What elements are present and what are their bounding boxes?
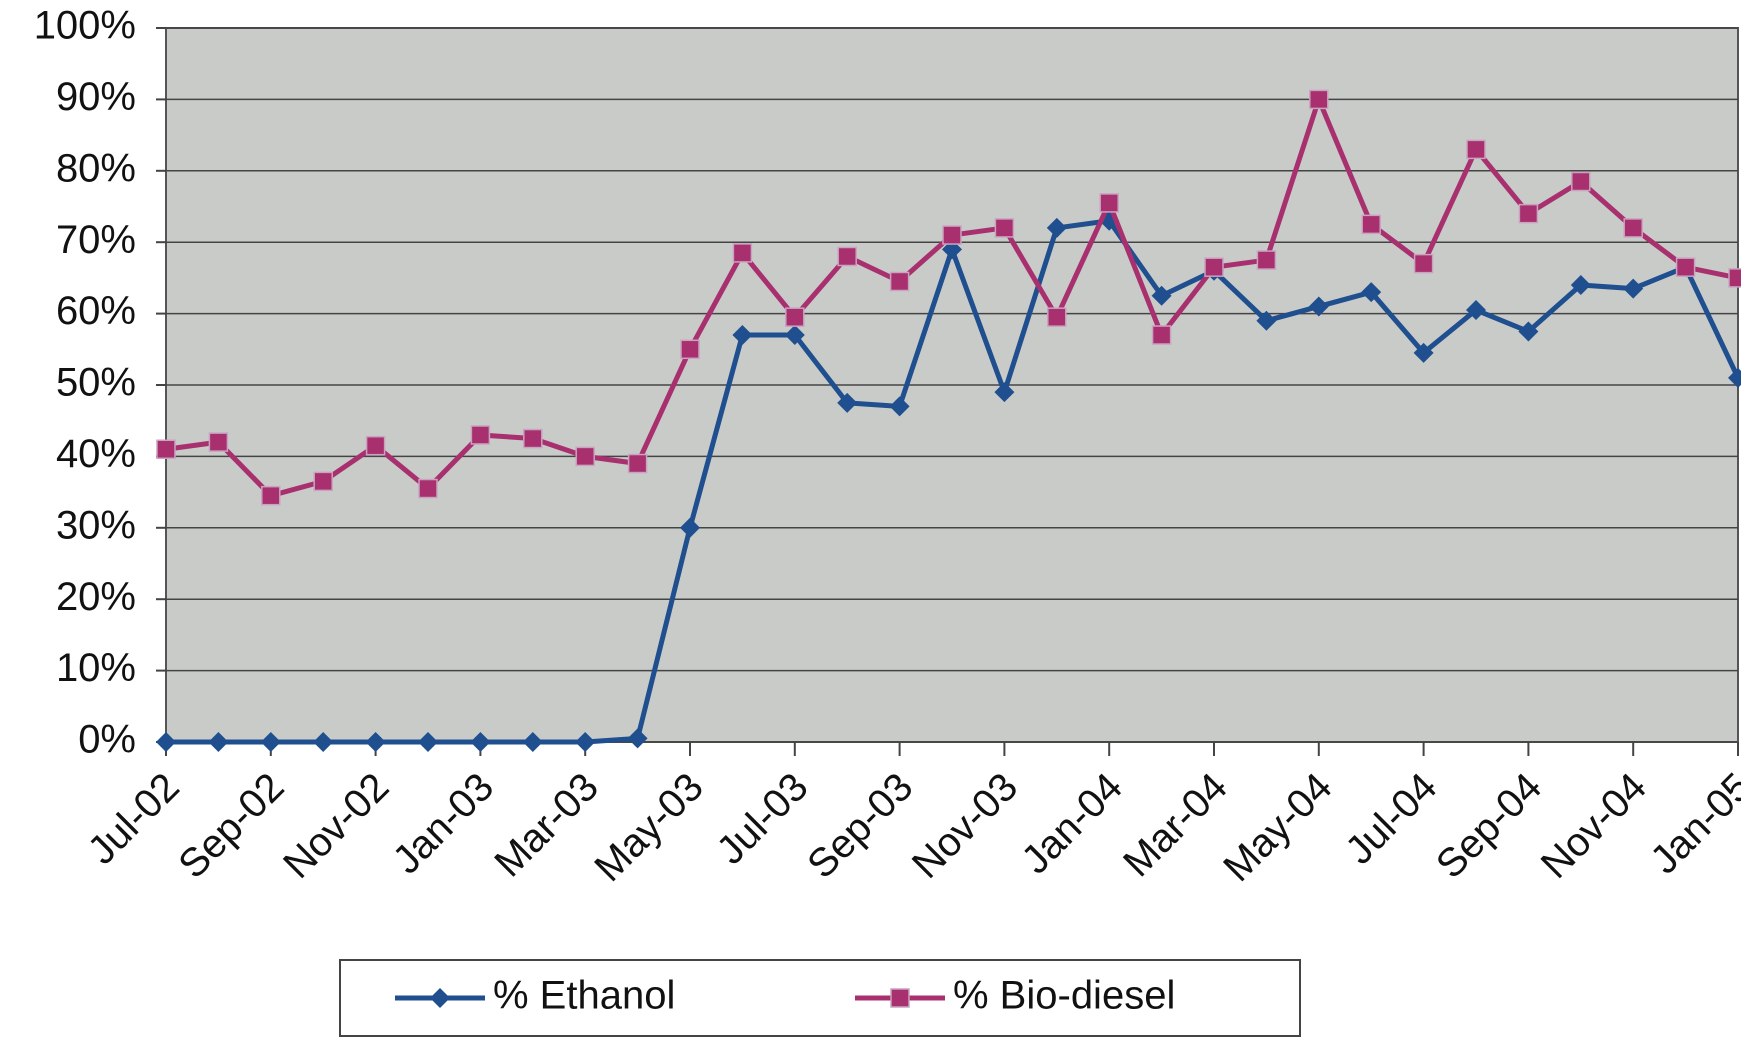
data-point bbox=[1413, 342, 1434, 363]
data-point bbox=[1675, 257, 1696, 277]
data-point bbox=[418, 732, 438, 752]
data-point bbox=[1518, 321, 1539, 342]
legend-box bbox=[339, 959, 1301, 1037]
x-tick-label: May-04 bbox=[1215, 765, 1340, 890]
data-point bbox=[680, 339, 700, 360]
data-point bbox=[575, 446, 595, 467]
data-point bbox=[261, 485, 281, 506]
data-point bbox=[470, 425, 491, 445]
data-point bbox=[1466, 300, 1486, 321]
data-point bbox=[418, 478, 438, 499]
data-point bbox=[260, 732, 281, 752]
y-tick-label: 80% bbox=[56, 146, 136, 190]
x-tick-label: Nov-03 bbox=[904, 765, 1026, 887]
data-point bbox=[313, 732, 334, 752]
legend-marker bbox=[890, 988, 910, 1008]
data-point bbox=[732, 243, 753, 263]
data-point bbox=[1571, 171, 1591, 192]
y-tick-label: 50% bbox=[56, 361, 136, 405]
data-point bbox=[1570, 275, 1591, 296]
data-point bbox=[1728, 268, 1741, 288]
data-point bbox=[1047, 307, 1067, 327]
y-tick-label: 20% bbox=[56, 575, 136, 619]
legend-label: % Ethanol bbox=[493, 974, 675, 1018]
data-point bbox=[994, 218, 1015, 238]
x-tick-label: Sep-02 bbox=[170, 765, 292, 887]
data-point bbox=[1046, 217, 1067, 238]
data-point bbox=[1623, 278, 1644, 299]
data-point bbox=[994, 382, 1015, 403]
y-tick-label: 100% bbox=[34, 4, 136, 48]
data-point bbox=[784, 325, 805, 346]
data-point bbox=[1518, 203, 1539, 224]
data-point bbox=[522, 732, 543, 752]
x-tick-label: Jan-04 bbox=[1013, 765, 1131, 883]
data-point bbox=[627, 453, 648, 474]
y-tick-label: 60% bbox=[56, 289, 136, 333]
y-tick-label: 70% bbox=[56, 218, 136, 262]
data-point bbox=[1413, 253, 1434, 274]
data-point bbox=[1361, 282, 1382, 303]
y-tick-label: 30% bbox=[56, 503, 136, 547]
x-tick-label: Nov-02 bbox=[275, 765, 397, 887]
x-tick-label: Mar-03 bbox=[486, 765, 607, 886]
data-point bbox=[1151, 285, 1172, 306]
data-point bbox=[1728, 367, 1741, 388]
data-point bbox=[156, 732, 176, 752]
x-tick-label: Jan-03 bbox=[385, 765, 503, 883]
data-point bbox=[837, 392, 858, 413]
data-point bbox=[575, 732, 596, 752]
data-point bbox=[1466, 139, 1486, 160]
legend-label: % Bio-diesel bbox=[953, 974, 1175, 1018]
x-tick-label: Mar-04 bbox=[1115, 765, 1236, 886]
data-point bbox=[1099, 193, 1119, 213]
data-point bbox=[627, 728, 648, 749]
x-tick-label: Nov-04 bbox=[1533, 765, 1655, 887]
data-point bbox=[1623, 218, 1643, 238]
data-point bbox=[1361, 214, 1381, 235]
data-point bbox=[889, 396, 910, 417]
data-point bbox=[523, 428, 543, 449]
x-tick-label: Sep-04 bbox=[1428, 765, 1550, 887]
data-point bbox=[732, 325, 753, 346]
data-point bbox=[680, 517, 700, 538]
y-tick-label: 40% bbox=[56, 432, 136, 476]
x-tick-label: Jan-05 bbox=[1642, 765, 1741, 883]
data-point bbox=[208, 732, 229, 752]
data-point bbox=[365, 732, 386, 752]
data-point bbox=[1309, 89, 1329, 110]
data-point bbox=[785, 307, 805, 327]
legend-marker bbox=[430, 988, 450, 1008]
data-point bbox=[1256, 310, 1277, 331]
y-tick-label: 10% bbox=[56, 646, 136, 690]
data-point bbox=[942, 225, 962, 245]
data-point bbox=[837, 246, 857, 267]
data-point bbox=[156, 439, 176, 460]
y-tick-label: 0% bbox=[78, 718, 136, 762]
data-point bbox=[1308, 296, 1329, 317]
data-point bbox=[1256, 250, 1277, 270]
data-point bbox=[1151, 325, 1172, 345]
x-tick-label: May-03 bbox=[586, 765, 711, 890]
data-point bbox=[208, 432, 229, 452]
data-point bbox=[889, 271, 910, 292]
data-point bbox=[1204, 257, 1224, 277]
data-point bbox=[365, 435, 386, 456]
x-tick-label: Sep-03 bbox=[799, 765, 921, 887]
data-point bbox=[313, 471, 333, 492]
y-tick-label: 90% bbox=[56, 75, 136, 119]
data-point bbox=[470, 732, 491, 752]
